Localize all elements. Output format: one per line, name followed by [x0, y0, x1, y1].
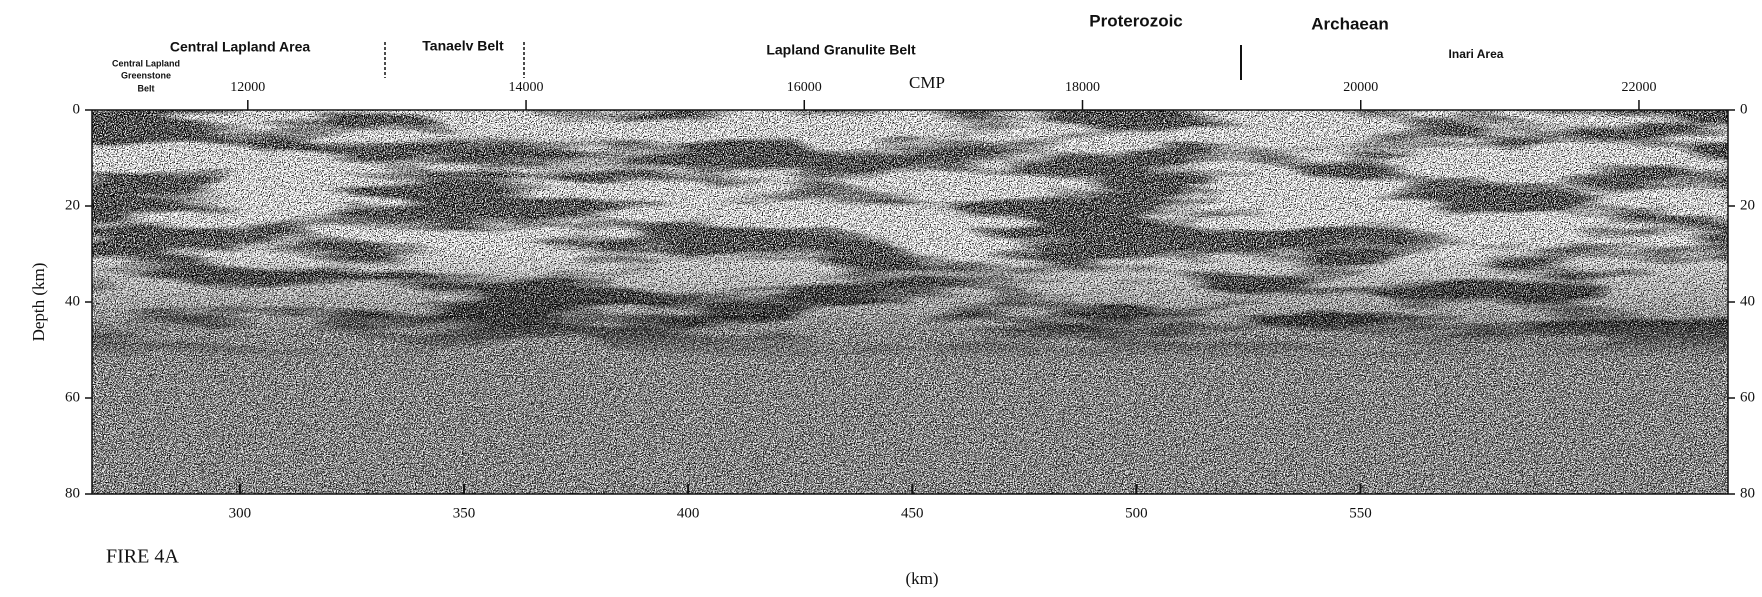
annotation: Central Lapland Area [170, 39, 311, 55]
x2-tick-label: 14000 [509, 80, 544, 95]
panel-label: FIRE 4A [106, 546, 179, 568]
x2-tick-label: 20000 [1343, 80, 1378, 95]
y-tick-label: 20 [65, 197, 80, 213]
x-tick-label: 400 [677, 505, 700, 521]
y-tick-label-right: 0 [1740, 101, 1748, 117]
boundary-markers [384, 42, 1242, 80]
annotation: Archaean [1311, 14, 1388, 33]
y-tick-label: 0 [73, 101, 81, 117]
annotation: Lapland Granulite Belt [766, 42, 916, 58]
x-tick-label: 500 [1125, 505, 1148, 521]
annotation: Inari Area [1449, 47, 1504, 61]
annotation: Central Lapland [112, 58, 180, 68]
y-tick-label: 80 [65, 485, 80, 501]
x-tick-label: 350 [453, 505, 476, 521]
annotation: Proterozoic [1089, 11, 1183, 30]
x-axis-label: (km) [905, 569, 938, 588]
y-tick-label: 60 [65, 389, 80, 405]
annotation: Tanaelv Belt [422, 38, 504, 54]
x2-tick-label: 22000 [1621, 80, 1656, 95]
y-tick-label-right: 40 [1740, 293, 1755, 309]
y-axis-label: Depth (km) [29, 263, 48, 342]
annotation: Belt [137, 83, 154, 93]
x2-tick-label: 18000 [1065, 80, 1100, 95]
y-tick-label: 40 [65, 293, 80, 309]
x-tick-label: 450 [901, 505, 924, 521]
x2-axis-label: CMP [909, 73, 945, 92]
x-tick-label: 550 [1349, 505, 1372, 521]
x2-tick-label: 12000 [230, 80, 265, 95]
x2-tick-label: 16000 [787, 80, 822, 95]
x-tick-label: 300 [229, 505, 252, 521]
y-tick-label-right: 80 [1740, 485, 1755, 501]
y-tick-label-right: 20 [1740, 197, 1755, 213]
y-tick-label-right: 60 [1740, 389, 1755, 405]
seismic-image [92, 110, 1728, 494]
annotation: Greenstone [121, 70, 171, 80]
